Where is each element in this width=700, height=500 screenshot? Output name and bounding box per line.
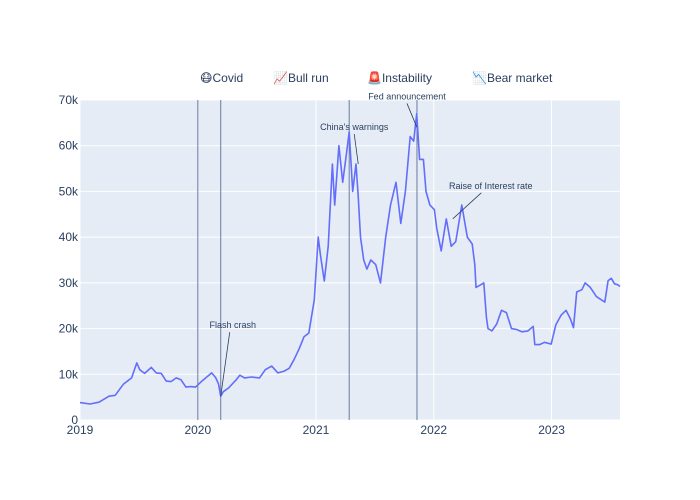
- y-tick-label: 60k: [59, 139, 79, 153]
- y-tick-label: 10k: [59, 367, 79, 381]
- legend-entry: 📉Bear market: [472, 71, 553, 85]
- event-lines: [197, 100, 418, 420]
- annotation-label: China's warnings: [320, 122, 389, 132]
- annotations: Flash crash China's warnings Fed announcem…: [209, 91, 533, 397]
- x-axis: 2019 2020 2021 2022 2023: [67, 423, 566, 437]
- annotation-arrow: [353, 133, 359, 165]
- legend-entry: 📈Bull run: [273, 71, 329, 85]
- x-tick-label: 2020: [184, 423, 211, 437]
- legend-entry: 😷Covid: [200, 71, 243, 85]
- y-tick-label: 30k: [59, 276, 79, 290]
- annotation-label: Flash crash: [209, 320, 256, 330]
- x-tick-label: 2023: [538, 423, 565, 437]
- y-tick-label: 70k: [59, 93, 79, 107]
- y-tick-label: 0: [71, 413, 78, 427]
- x-tick-label: 2021: [303, 423, 330, 437]
- y-tick-label: 50k: [59, 184, 79, 198]
- annotation-arrow: [406, 103, 418, 128]
- annotation-arrow: [452, 192, 482, 220]
- y-tick-label: 20k: [59, 322, 79, 336]
- x-tick-label: 2022: [420, 423, 447, 437]
- annotation-label: Fed announcement: [368, 91, 446, 101]
- x-tick-label: 2019: [67, 423, 94, 437]
- y-tick-label: 40k: [59, 230, 79, 244]
- annotation-label: Raise of Interest rate: [449, 181, 533, 191]
- y-axis: 0 10k 20k 30k 40k 50k 60k 70k: [59, 93, 79, 427]
- legend: 😷Covid 📈Bull run 🚨Instability 📉Bear market: [200, 71, 553, 85]
- price-line: [79, 112, 621, 405]
- annotation-arrow: [220, 332, 231, 397]
- legend-entry: 🚨Instability: [367, 71, 432, 85]
